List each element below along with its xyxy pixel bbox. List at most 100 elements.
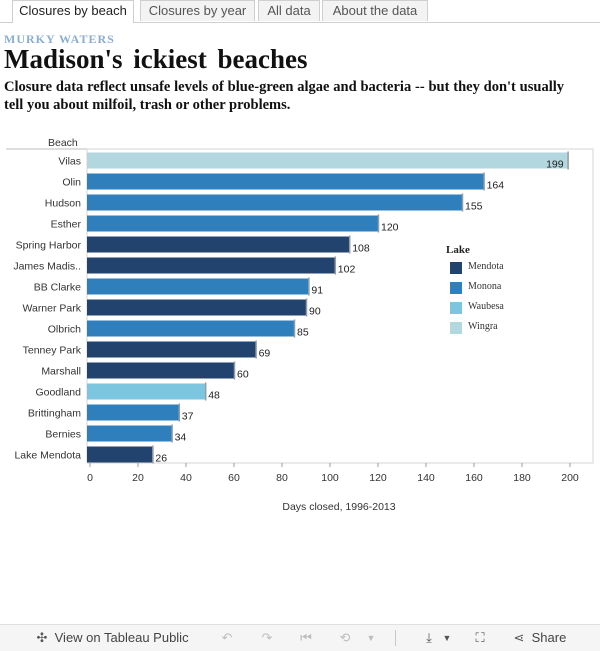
bar[interactable]: [87, 194, 462, 211]
bar[interactable]: [87, 299, 306, 316]
y-tick-label: Olbrich: [48, 324, 81, 336]
toolbar-divider: [395, 630, 396, 646]
data-label: 37: [182, 411, 194, 423]
share-button[interactable]: ⋖ Share: [510, 629, 567, 647]
data-label: 108: [352, 243, 370, 255]
view-on-tableau-button[interactable]: ✣ View on Tableau Public: [33, 629, 189, 647]
y-tick-label: Vilas: [58, 156, 81, 168]
y-tick-label: Esther: [51, 219, 82, 231]
x-tick-label: 60: [228, 472, 240, 484]
data-label: 199: [546, 159, 564, 171]
x-tick-label: 120: [369, 472, 387, 484]
data-label: 102: [338, 264, 356, 276]
tab-about-the-data[interactable]: About the data: [322, 0, 428, 21]
y-tick-label: Spring Harbor: [16, 240, 82, 252]
y-tick-label: Goodland: [35, 387, 81, 399]
y-tick-label: Marshall: [41, 366, 81, 378]
bar[interactable]: [87, 446, 153, 463]
data-label: 85: [297, 327, 309, 339]
data-label: 91: [311, 285, 323, 297]
bar[interactable]: [87, 173, 484, 190]
bar[interactable]: [87, 320, 294, 337]
x-tick-label: 180: [513, 472, 531, 484]
data-label: 69: [259, 348, 271, 360]
bar[interactable]: [87, 215, 378, 232]
fullscreen-icon[interactable]: ⛶: [475, 630, 485, 645]
tableau-toolbar: ✣ View on Tableau Public ↶ ↷ ⏮ ⟲ ▼ ⤓ ▼ ⛶…: [0, 624, 600, 651]
legend-item-waubesa[interactable]: Waubesa: [446, 300, 504, 320]
kicker: MURKY WATERS: [4, 32, 115, 46]
share-label: Share: [531, 630, 567, 645]
bar[interactable]: [87, 236, 350, 253]
bar[interactable]: [87, 341, 256, 358]
x-tick-label: 100: [321, 472, 339, 484]
y-tick-label: Bernies: [45, 429, 81, 441]
page-title: Madison's ickiest beaches: [4, 44, 308, 74]
legend-label: Waubesa: [468, 301, 504, 312]
x-tick-label: 40: [180, 472, 192, 484]
data-label: 120: [381, 222, 399, 234]
legend-label: Wingra: [468, 321, 498, 332]
legend-label: Mendota: [468, 261, 504, 272]
y-tick-label: James Madis..: [13, 261, 81, 273]
x-tick-label: 20: [132, 472, 144, 484]
undo-icon[interactable]: ↶: [221, 630, 233, 645]
refresh-icon[interactable]: ⟲: [339, 630, 351, 645]
page-subtitle: Closure data reflect unsafe levels of bl…: [4, 79, 564, 113]
x-tick-label: 200: [561, 472, 579, 484]
legend: Lake Mendota Monona Waubesa Wingra: [446, 244, 504, 340]
download-chevron-icon[interactable]: ▼: [442, 633, 452, 643]
legend-swatch: [450, 262, 462, 274]
tableau-icon: ✣: [36, 630, 48, 645]
x-tick-label: 0: [87, 472, 93, 484]
data-label: 34: [175, 432, 187, 444]
legend-swatch: [450, 282, 462, 294]
tab-closures-by-beach[interactable]: Closures by beach: [12, 0, 134, 23]
tab-closures-by-year[interactable]: Closures by year: [140, 0, 255, 21]
x-axis: 0 20 40 60 80 100 120 140 160 180 200: [87, 463, 579, 484]
y-tick-label: Olin: [62, 177, 81, 189]
data-label: 164: [487, 180, 505, 192]
y-tick-label: Hudson: [45, 198, 81, 210]
bar[interactable]: [87, 383, 206, 400]
y-tick-label: Tenney Park: [23, 345, 82, 357]
share-icon: ⋖: [513, 630, 525, 645]
chevron-down-icon[interactable]: ▼: [366, 633, 376, 643]
data-label: 155: [465, 201, 483, 213]
bar[interactable]: [87, 362, 234, 379]
y-tick-label: BB Clarke: [34, 282, 81, 294]
tab-bar: Closures by beach Closures by year All d…: [0, 0, 600, 23]
legend-item-wingra[interactable]: Wingra: [446, 320, 498, 340]
x-tick-label: 80: [276, 472, 288, 484]
y-tick-label: Brittingham: [28, 408, 81, 420]
legend-label: Monona: [468, 281, 502, 292]
y-tick-labels: Vilas Olin Hudson Esther Spring Harbor James …: [13, 156, 81, 462]
y-axis-title: Beach: [48, 137, 78, 149]
data-label: 60: [237, 369, 249, 381]
revert-icon[interactable]: ⏮: [300, 630, 312, 645]
legend-swatch: [450, 322, 462, 334]
bar[interactable]: [87, 278, 309, 295]
tab-all-data[interactable]: All data: [258, 0, 320, 21]
legend-title: Lake: [446, 244, 470, 256]
x-tick-label: 140: [417, 472, 435, 484]
view-on-tableau-label: View on Tableau Public: [54, 630, 189, 645]
legend-item-mendota[interactable]: Mendota: [446, 260, 504, 280]
x-axis-title: Days closed, 1996-2013: [282, 501, 395, 513]
bar[interactable]: [87, 152, 568, 169]
data-label: 26: [155, 453, 167, 465]
x-tick-label: 160: [465, 472, 483, 484]
download-icon[interactable]: ⤓: [426, 630, 432, 645]
legend-swatch: [450, 302, 462, 314]
y-tick-label: Lake Mendota: [14, 450, 81, 462]
bar[interactable]: [87, 257, 335, 274]
y-tick-label: Warner Park: [22, 303, 81, 315]
bar[interactable]: [87, 425, 172, 442]
redo-icon[interactable]: ↷: [261, 630, 273, 645]
data-label: 48: [208, 390, 220, 402]
bar[interactable]: [87, 404, 179, 421]
legend-item-monona[interactable]: Monona: [446, 280, 501, 300]
data-label: 90: [309, 306, 321, 318]
